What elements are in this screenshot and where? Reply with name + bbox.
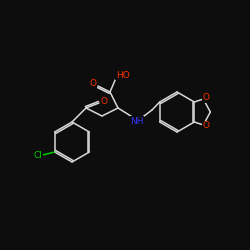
Text: O: O [90,80,96,88]
Text: O: O [100,98,107,106]
Text: Cl: Cl [33,152,42,160]
Text: O: O [203,94,210,102]
Text: NH: NH [130,116,144,126]
Text: O: O [203,122,210,130]
Text: HO: HO [116,70,130,80]
